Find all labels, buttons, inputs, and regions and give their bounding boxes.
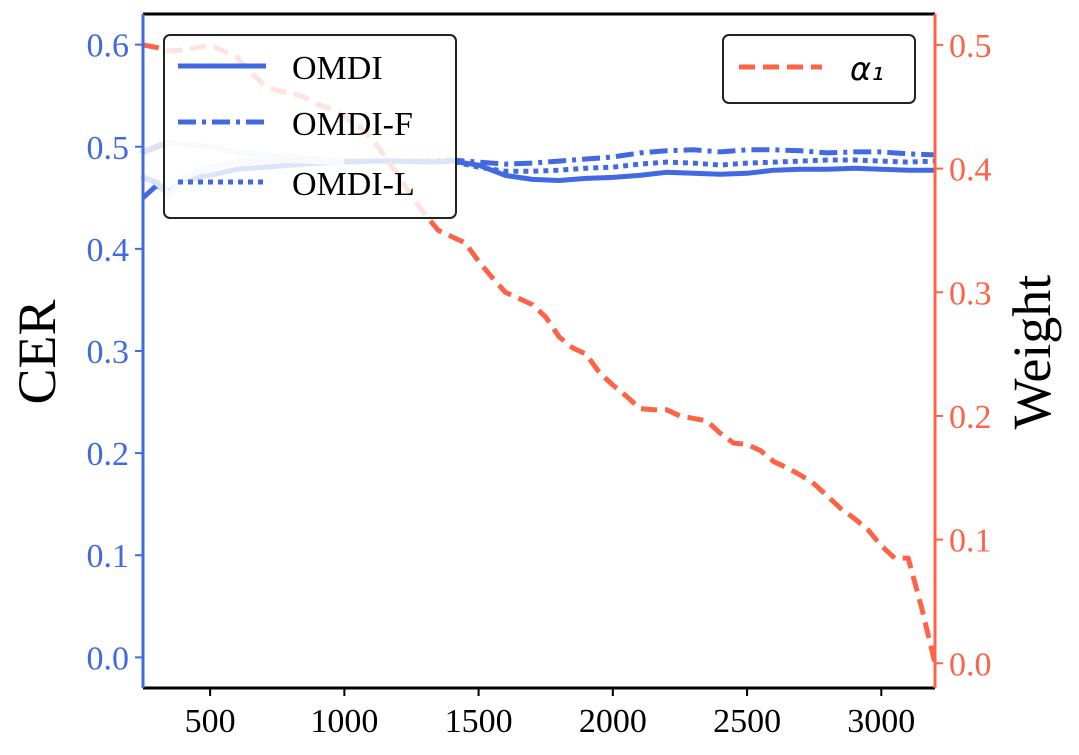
x-tick-label-3000: 3000 <box>847 703 915 740</box>
y-left-tick-label-6: 0.6 <box>87 28 130 65</box>
x-tick-label-2500: 2500 <box>713 703 781 740</box>
ticks-layer: 500 1000 1500 2000 2500 3000 0.0 0.1 0.2 0.3 0.4 0.… <box>87 28 992 740</box>
series-omdi-f-line <box>344 147 936 167</box>
y-left-tick-label-1: 0.1 <box>87 538 130 575</box>
x-tick-label-2000: 2000 <box>579 703 647 740</box>
legend-weight: α₁ <box>722 34 916 104</box>
x-tick-label-1000: 1000 <box>310 703 378 740</box>
legend-methods-frame <box>163 34 457 219</box>
y-left-tick-label-2: 0.2 <box>87 436 130 473</box>
x-tick-label-500: 500 <box>185 703 236 740</box>
axes-layer <box>141 12 937 690</box>
y-right-tick-label-4: 0.4 <box>949 152 992 189</box>
legend-methods: OMDI OMDI-F OMDI-L <box>163 34 457 219</box>
y-left-tick-label-5: 0.5 <box>87 130 130 167</box>
y-left-tick-label-0: 0.0 <box>87 640 130 677</box>
legend-omdi-l-label: OMDI-L <box>292 166 415 203</box>
legend-omdi-label: OMDI <box>292 50 383 87</box>
y-right-tick-label-2: 0.2 <box>949 399 992 436</box>
legend-omdi-f-label: OMDI-F <box>292 106 413 143</box>
legend-alpha1-label: α₁ <box>850 50 884 88</box>
y-left-tick-label-3: 0.3 <box>87 334 130 371</box>
x-tick-label-1500: 1500 <box>445 703 513 740</box>
y-right-tick-label-3: 0.3 <box>949 275 992 312</box>
y-axis-left-title: CER <box>7 299 67 404</box>
series-omdi-l-line <box>344 157 936 174</box>
y-right-tick-label-5: 0.5 <box>949 28 992 65</box>
y-right-tick-label-1: 0.1 <box>949 523 992 560</box>
y-left-tick-label-4: 0.4 <box>87 232 130 269</box>
y-right-tick-label-0: 0.0 <box>949 646 992 683</box>
y-axis-right-title: Weight <box>1002 275 1062 430</box>
